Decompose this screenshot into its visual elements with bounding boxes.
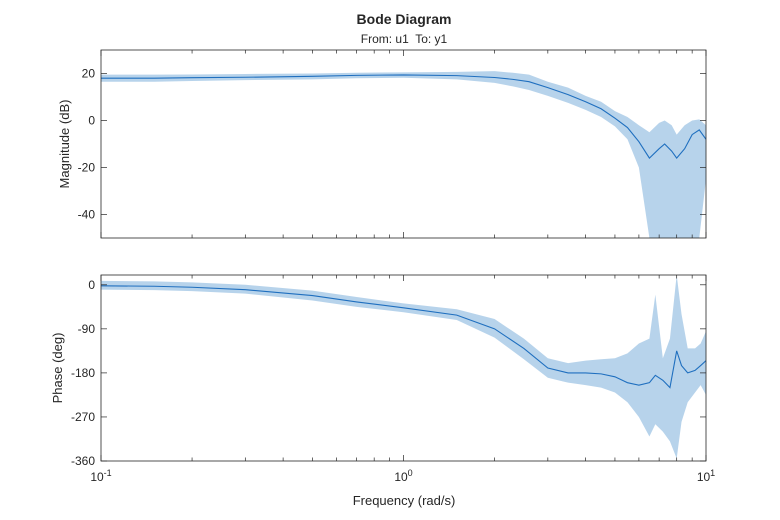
phase-point [655,375,656,376]
phase-point [567,372,568,373]
magnitude-point [528,81,529,82]
magnitude-point [356,75,357,76]
chart-subtitle: From: u1 To: y1 [361,32,448,46]
phase-point [547,367,548,368]
magnitude-point [512,79,513,80]
phase-point [245,289,246,290]
phase-point [494,328,495,329]
phase-point [694,370,695,371]
phase-point [356,301,357,302]
phase-point [669,387,670,388]
magnitude-point [191,77,192,78]
magnitude-point [676,158,677,159]
magnitude-point [671,150,672,151]
phase-ylabel: Phase (deg) [50,333,65,404]
phase-y-tick-label: -90 [78,322,96,336]
chart-title: Bode Diagram [357,11,452,27]
phase-y-tick-label: -360 [71,454,95,468]
magnitude-response-line [101,74,706,159]
x-tick-label: 101 [697,468,715,484]
magnitude-y-tick-label: 20 [82,67,96,81]
magnitude-y-tick-label: -20 [78,161,96,175]
magnitude-point [245,77,246,78]
magnitude-point [567,94,568,95]
magnitude-point [684,148,685,149]
magnitude-point [692,134,693,135]
phase-point [601,373,602,374]
magnitude-point [403,74,404,75]
phase-point [649,382,650,383]
x-axis-label: Frequency (rad/s) [353,493,456,508]
phase-point [638,385,639,386]
x-tick-label: 100 [394,468,412,484]
magnitude-y-tick-label: -40 [78,208,96,222]
phase-point [312,295,313,296]
magnitude-point [312,76,313,77]
phase-point [191,287,192,288]
phase-point [700,365,701,366]
magnitude-point [659,148,660,149]
phase-point [627,382,628,383]
phase-point [456,315,457,316]
magnitude-point [614,118,615,119]
magnitude-point [547,87,548,88]
phase-y-tick-label: -180 [71,366,95,380]
magnitude-point [456,75,457,76]
phase-point [687,372,688,373]
phase-point [614,376,615,377]
magnitude-point [154,78,155,79]
phase-point [154,286,155,287]
magnitude-ylabel: Magnitude (dB) [57,100,72,189]
magnitude-point [585,101,586,102]
magnitude-point [601,108,602,109]
magnitude-confidence-band [101,71,706,238]
phase-point [403,307,404,308]
magnitude-point [649,158,650,159]
phase-y-tick-label: -270 [71,410,95,424]
magnitude-point [638,141,639,142]
magnitude-subplot: 20 0 -20 -40 [78,49,707,239]
magnitude-point [494,77,495,78]
phase-point [662,380,663,381]
phase-point [523,348,524,349]
magnitude-point [627,127,628,128]
phase-response-line [101,285,706,389]
phase-point [585,372,586,373]
phase-y-tick-label: 0 [88,278,95,292]
magnitude-y-tick-label: 0 [88,114,95,128]
phase-point [681,365,682,366]
magnitude-point [664,143,665,144]
magnitude-point [699,129,700,130]
phase-confidence-band [101,275,706,459]
phase-point [676,350,677,351]
x-tick-label: 10-1 [90,468,111,484]
